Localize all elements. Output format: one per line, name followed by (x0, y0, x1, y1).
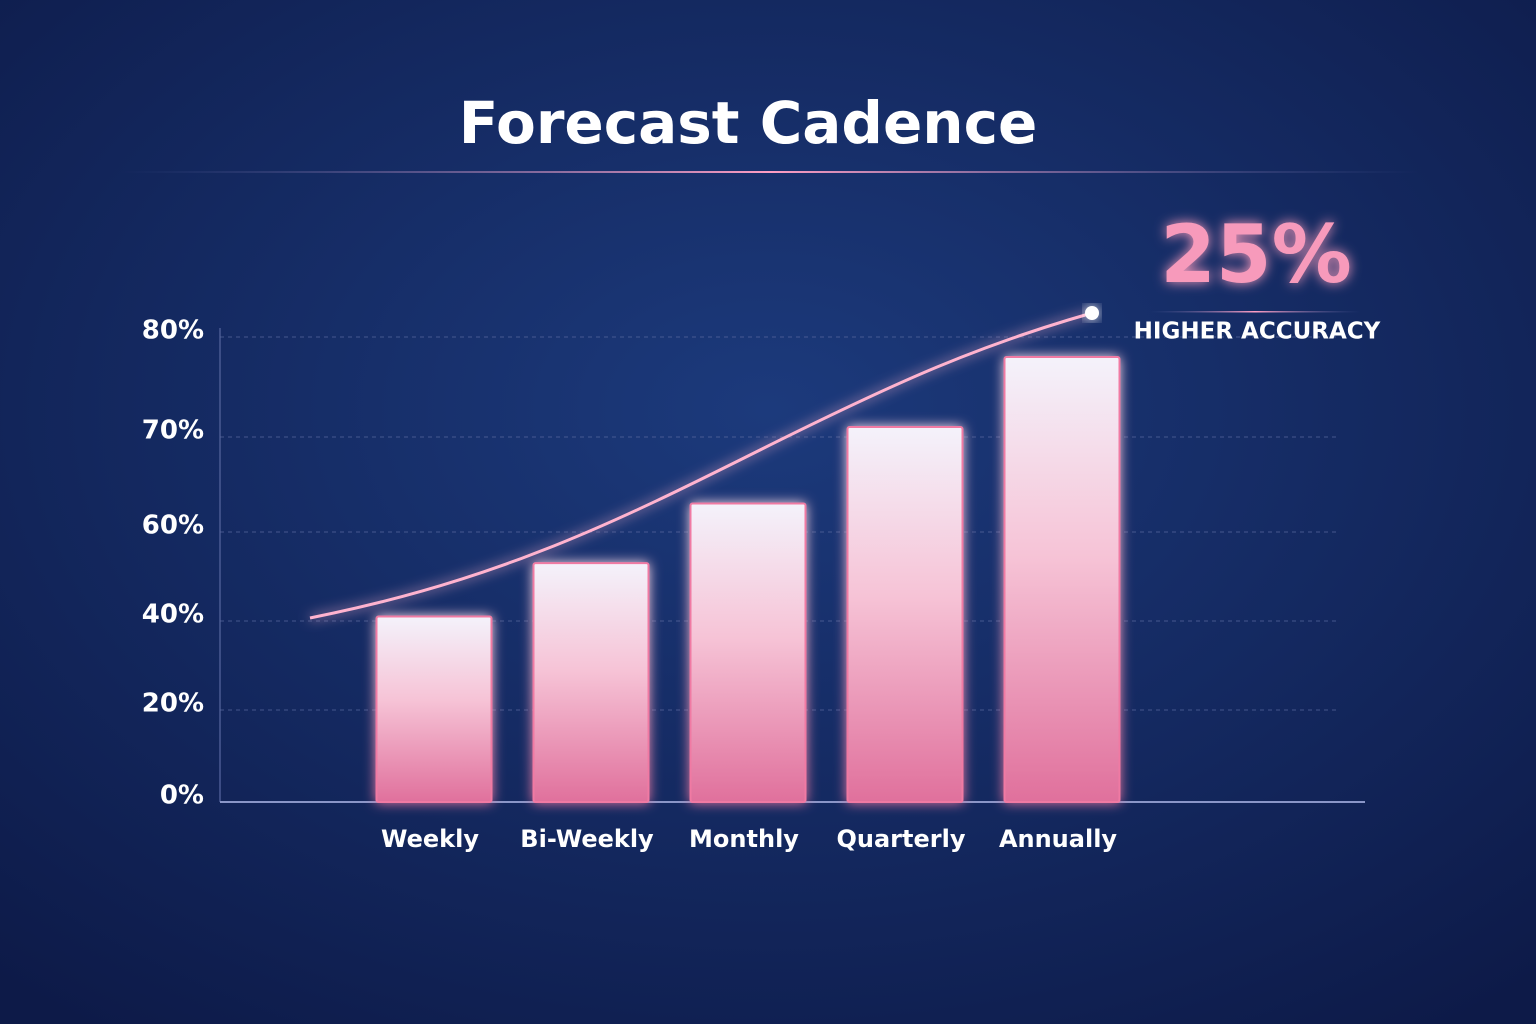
y-tick-label: 70% (142, 416, 204, 446)
x-tick-label: Monthly (689, 825, 799, 853)
trend-line (309, 311, 1093, 620)
y-tick-label: 20% (142, 689, 204, 719)
bar (689, 502, 807, 803)
chart-title: Forecast Cadence (459, 89, 1038, 157)
x-tick-label: Annually (999, 825, 1117, 853)
y-tick-label: 80% (142, 316, 204, 346)
trend-end-dot (1085, 306, 1099, 320)
bar (1003, 356, 1121, 803)
annotation-text: HIGHER ACCURACY (1134, 319, 1381, 345)
bar (375, 615, 493, 803)
x-tick-label: Bi-Weekly (520, 825, 654, 853)
x-tick-label: Quarterly (837, 825, 966, 853)
annotation-headline: 25% (1160, 208, 1351, 301)
title-rule (120, 171, 1420, 173)
bar (532, 562, 650, 804)
bar (846, 426, 964, 803)
y-tick-label: 40% (142, 600, 204, 630)
x-tick-label: Weekly (381, 825, 479, 853)
annotation-rule (1150, 311, 1360, 313)
y-tick-label: 60% (142, 511, 204, 541)
y-tick-label: 0% (160, 781, 204, 811)
